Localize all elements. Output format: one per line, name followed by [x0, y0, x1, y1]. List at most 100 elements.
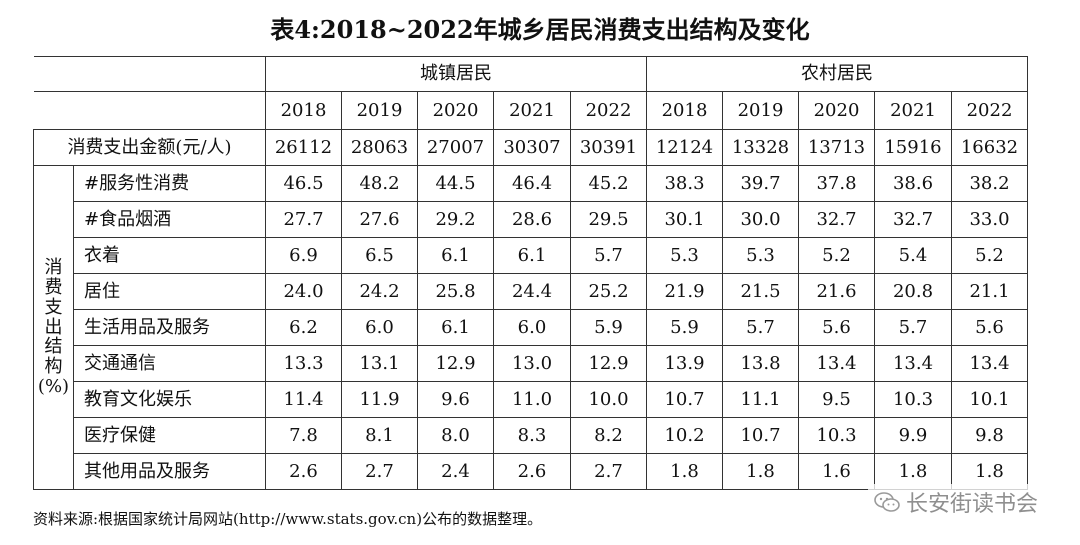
value-cell: 13.4: [951, 345, 1028, 382]
value-cell: 27.7: [265, 201, 342, 238]
value-cell: 32.7: [874, 201, 952, 238]
value-cell: 48.2: [341, 165, 418, 202]
table-row: 生活用品及服务 6.2 6.0 6.1 6.0 5.9 5.9 5.7 5.6 5.7 5.6: [34, 309, 1028, 346]
total-value-cell: 28063: [341, 129, 418, 166]
value-cell: 8.2: [570, 417, 647, 454]
value-cell: 25.8: [417, 273, 494, 310]
value-cell: 30.0: [722, 201, 799, 238]
table-row: 消费支出结构 (%) #服务性消费 46.5 48.2 44.5 46.4 45.2 38.3 3…: [33, 165, 1028, 490]
table-row: #食品烟酒 27.7 27.6 29.2 28.6 29.5 30.1 30.0 32.7 32.…: [34, 201, 1028, 238]
total-row-label: 消费支出金额(元/人): [33, 129, 266, 166]
row-label: 其他用品及服务: [73, 453, 266, 490]
value-cell: 5.7: [570, 237, 647, 274]
value-cell: 6.9: [265, 237, 342, 274]
value-cell: 1.8: [874, 453, 952, 490]
value-cell: 24.4: [493, 273, 571, 310]
value-cell: 13.8: [722, 345, 799, 382]
value-cell: 46.5: [265, 165, 342, 202]
value-cell: 9.6: [417, 381, 494, 418]
table-row: 教育文化娱乐 11.4 11.9 9.6 11.0 10.0 10.7 11.1 9.5 10.3…: [34, 381, 1028, 418]
row-label: 交通通信: [73, 345, 266, 382]
side-label-char: 消: [44, 257, 63, 279]
value-cell: 29.2: [417, 201, 494, 238]
value-cell: 5.4: [874, 237, 952, 274]
year-header: 2020: [798, 91, 875, 130]
value-cell: 24.2: [341, 273, 418, 310]
value-cell: 1.8: [951, 453, 1028, 490]
value-cell: 10.3: [874, 381, 952, 418]
value-cell: 1.6: [798, 453, 875, 490]
value-cell: 6.0: [341, 309, 418, 346]
value-cell: 11.1: [722, 381, 799, 418]
value-cell: 5.3: [722, 237, 799, 274]
total-value-cell: 30391: [570, 129, 647, 166]
value-cell: 8.0: [417, 417, 494, 454]
side-label-char: 结: [44, 336, 63, 358]
year-header: 2019: [722, 91, 799, 130]
table-row: 医疗保健 7.8 8.1 8.0 8.3 8.2 10.2 10.7 10.3 9.9 9.8: [34, 417, 1028, 454]
value-cell: 1.8: [722, 453, 799, 490]
structure-side-label: 消费支出结构 (%): [33, 165, 74, 490]
value-cell: 10.0: [570, 381, 647, 418]
value-cell: 2.4: [417, 453, 494, 490]
value-cell: 33.0: [951, 201, 1028, 238]
value-cell: 6.1: [417, 237, 494, 274]
table-row: 居住 24.0 24.2 25.8 24.4 25.2 21.9 21.5 21.6 20.8 21…: [34, 273, 1028, 310]
value-cell: 24.0: [265, 273, 342, 310]
side-label-char: (%): [37, 375, 70, 397]
value-cell: 9.8: [951, 417, 1028, 454]
row-label: 医疗保健: [73, 417, 266, 454]
value-cell: 5.6: [951, 309, 1028, 346]
value-cell: 9.9: [874, 417, 952, 454]
side-label-char: 支: [44, 296, 63, 318]
value-cell: 6.5: [341, 237, 418, 274]
side-label-char: 构: [44, 356, 63, 378]
value-cell: 10.1: [951, 381, 1028, 418]
row-label: 居住: [73, 273, 266, 310]
value-cell: 11.0: [493, 381, 571, 418]
value-cell: 38.6: [874, 165, 952, 202]
value-cell: 8.1: [341, 417, 418, 454]
value-cell: 12.9: [570, 345, 647, 382]
year-header: 2018: [265, 91, 342, 130]
total-value-cell: 16632: [951, 129, 1028, 166]
total-value-cell: 13328: [722, 129, 799, 166]
year-header: 2022: [951, 91, 1028, 130]
table-row: 其他用品及服务 2.6 2.7 2.4 2.6 2.7 1.8 1.8 1.6 1.8 1.8: [34, 453, 1028, 490]
value-cell: 38.3: [646, 165, 723, 202]
value-cell: 39.7: [722, 165, 799, 202]
value-cell: 10.2: [646, 417, 723, 454]
total-value-cell: 15916: [874, 129, 952, 166]
value-cell: 13.4: [874, 345, 952, 382]
value-cell: 13.4: [798, 345, 875, 382]
table-title: 表4:2018~2022年城乡居民消费支出结构及变化: [270, 15, 810, 44]
value-cell: 5.6: [798, 309, 875, 346]
total-value-cell: 12124: [646, 129, 723, 166]
value-cell: 21.6: [798, 273, 875, 310]
year-header: 2019: [341, 91, 418, 130]
row-label: 生活用品及服务: [73, 309, 266, 346]
wechat-icon: [874, 492, 900, 512]
value-cell: 21.5: [722, 273, 799, 310]
value-cell: 6.1: [493, 237, 571, 274]
row-label: 教育文化娱乐: [73, 381, 266, 418]
value-cell: 5.2: [951, 237, 1028, 274]
value-cell: 2.6: [265, 453, 342, 490]
row-label: 衣着: [73, 237, 266, 274]
value-cell: 6.2: [265, 309, 342, 346]
table-row: 交通通信 13.3 13.1 12.9 13.0 12.9 13.9 13.8 13.4 13.4…: [34, 345, 1028, 382]
value-cell: 20.8: [874, 273, 952, 310]
year-header: 2021: [493, 91, 571, 130]
value-cell: 6.0: [493, 309, 571, 346]
watermark: 长安街读书会: [867, 484, 1044, 520]
value-cell: 2.7: [570, 453, 647, 490]
value-cell: 45.2: [570, 165, 647, 202]
total-value-cell: 27007: [417, 129, 494, 166]
value-cell: 7.8: [265, 417, 342, 454]
value-cell: 21.1: [951, 273, 1028, 310]
value-cell: 21.9: [646, 273, 723, 310]
group-header-row: 城镇居民 农村居民: [33, 56, 1028, 92]
value-cell: 13.9: [646, 345, 723, 382]
value-cell: 10.7: [646, 381, 723, 418]
watermark-text: 长安街读书会: [905, 492, 1038, 517]
